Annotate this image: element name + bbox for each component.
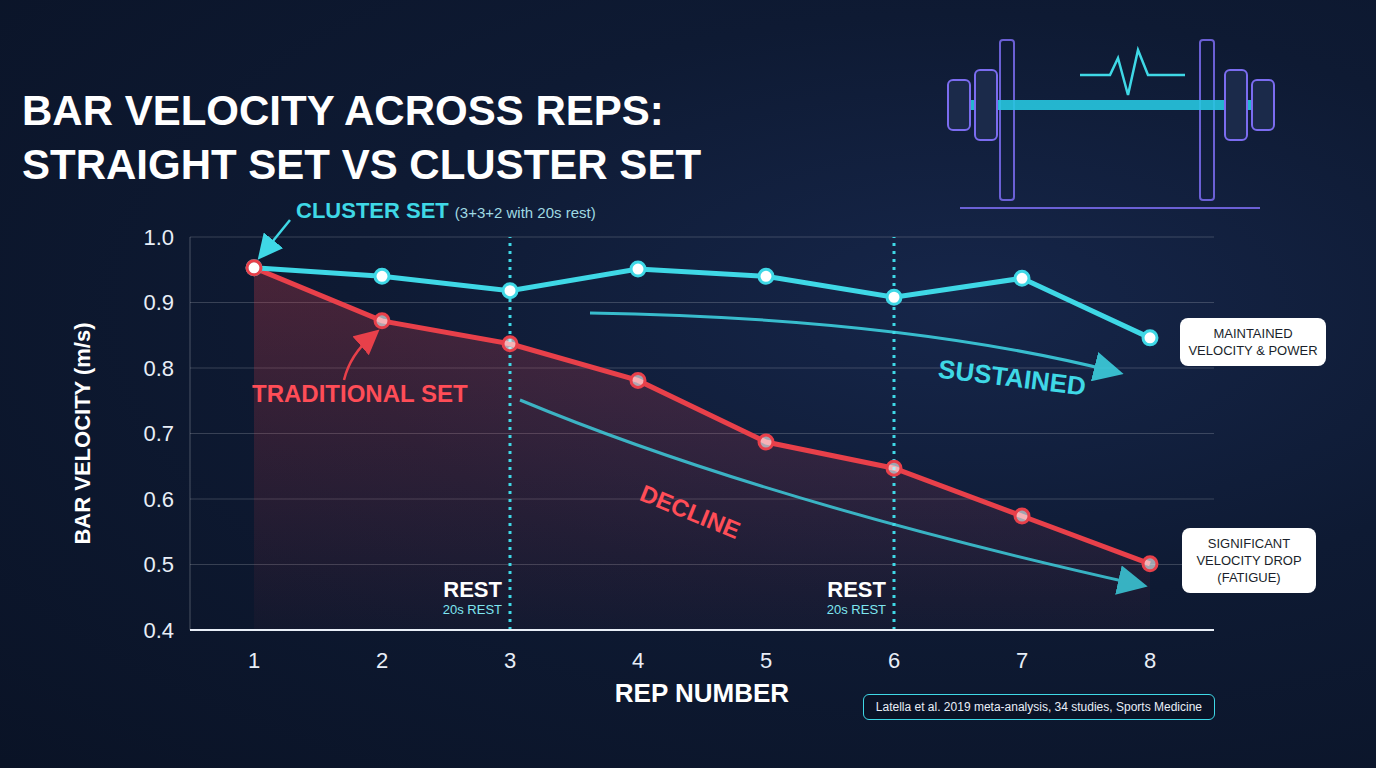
html-text:SIGNIFICANT VELOCITY DROP (FAT: SIGNIFICANT VELOCITY DROP (FATIGUE)	[1196, 536, 1302, 585]
svg-text:1.0: 1.0	[143, 225, 174, 250]
svg-text:BAR VELOCITY (m/s): BAR VELOCITY (m/s)	[70, 322, 95, 544]
html-text:SUSTAINED: SUSTAINED	[936, 353, 1088, 402]
svg-text:5: 5	[760, 648, 772, 673]
svg-text:7: 7	[1016, 648, 1028, 673]
svg-text:6: 6	[888, 648, 900, 673]
html-text:DECLINE: DECLINE	[636, 479, 745, 544]
svg-text:0.6: 0.6	[143, 487, 174, 512]
html-text:TRADITIONAL SET: TRADITIONAL SET	[252, 380, 468, 407]
html-text:Latella et al. 2019 meta-analy: Latella et al. 2019 meta-analysis, 34 st…	[875, 700, 1202, 714]
svg-text:4: 4	[632, 648, 644, 673]
html-text:MAINTAINED VELOCITY & POWER: MAINTAINED VELOCITY & POWER	[1188, 326, 1318, 358]
svg-text:1: 1	[248, 648, 260, 673]
svg-text:0.5: 0.5	[143, 552, 174, 577]
svg-text:2: 2	[376, 648, 388, 673]
svg-text:0.7: 0.7	[143, 421, 174, 446]
svg-text:REST: REST	[443, 577, 502, 602]
svg-text:REST: REST	[827, 577, 886, 602]
html-text:CLUSTER SET (3+3+2 with 20s re: CLUSTER SET (3+3+2 with 20s rest)	[296, 198, 596, 223]
svg-text:20s REST: 20s REST	[443, 602, 502, 617]
html-text:BAR VELOCITY ACROSS REPS: STRA: BAR VELOCITY ACROSS REPS: STRAIGHT SET V…	[22, 87, 702, 188]
svg-text:0.4: 0.4	[143, 618, 174, 643]
svg-text:20s REST: 20s REST	[827, 602, 886, 617]
svg-text:0.8: 0.8	[143, 356, 174, 381]
svg-text:0.9: 0.9	[143, 290, 174, 315]
svg-text:8: 8	[1144, 648, 1156, 673]
svg-text:3: 3	[504, 648, 516, 673]
svg-text:REP NUMBER: REP NUMBER	[615, 678, 790, 708]
